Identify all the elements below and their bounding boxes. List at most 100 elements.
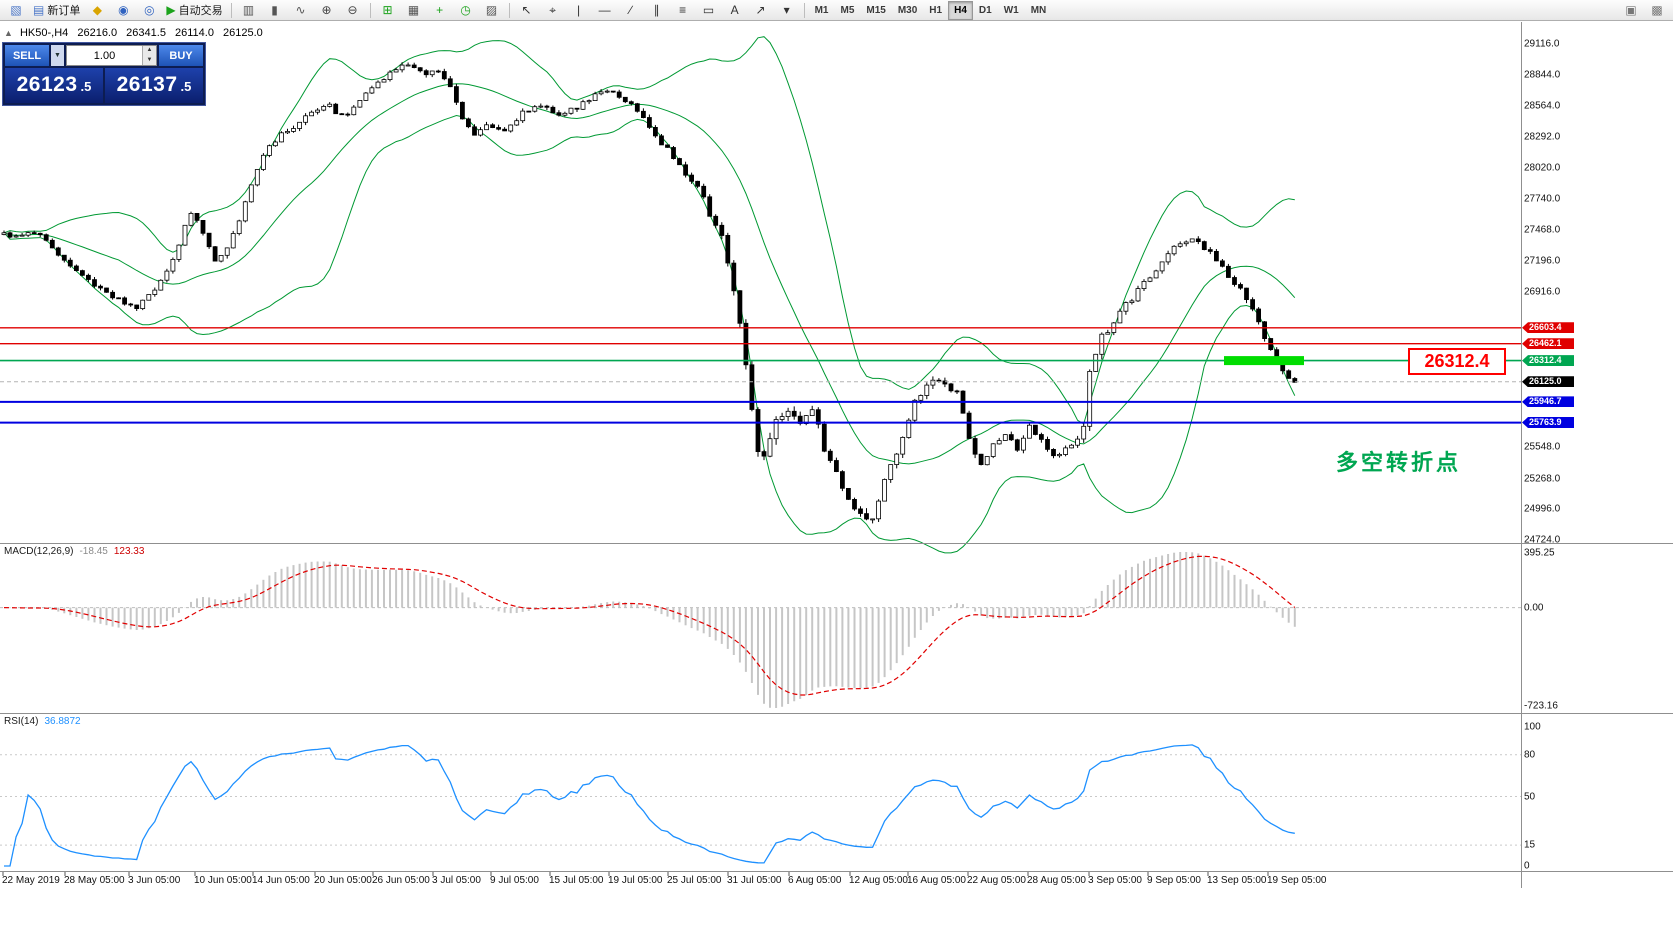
price-axis-tick: 28020.0 [1524, 162, 1561, 174]
candlestick-chart-icon[interactable]: ▮ [263, 0, 287, 20]
price-level-tag: 26462.1 [1522, 338, 1574, 350]
timeframe-button-m30[interactable]: M30 [897, 4, 918, 16]
volume-control: 1.00 ▲ ▼ [66, 45, 157, 66]
horizontal-line-icon[interactable]: — [593, 0, 617, 20]
sell-button[interactable]: SELL [5, 45, 49, 66]
zoom-in-icon[interactable]: ⊕ [315, 0, 339, 20]
more-tools-icon: ▾ [783, 3, 790, 17]
trendline-icon: ∕ [629, 3, 632, 17]
fibonacci-icon[interactable]: ≡ [671, 0, 695, 20]
time-axis-label: 3 Jul 05:00 [432, 875, 481, 886]
horizontal-line-icon: — [598, 3, 611, 17]
periods-icon: ◷ [460, 3, 471, 17]
ohlc-low: 26114.0 [175, 27, 214, 39]
rsi-label: RSI(14) 36.8872 [4, 716, 81, 727]
price-level-tag: 25946.7 [1522, 396, 1574, 408]
shapes-icon[interactable]: ▭ [697, 0, 721, 20]
cursor-icon: ↖ [521, 3, 532, 17]
crosshair-icon: ⌖ [549, 2, 556, 17]
more-tools-icon[interactable]: ▾ [775, 0, 799, 20]
volume-dropdown-icon[interactable]: ▼ [51, 45, 64, 66]
zoom-out-icon: ⊖ [347, 3, 358, 17]
trendline-icon[interactable]: ∕ [619, 0, 643, 20]
price-axis-tick: 29116.0 [1524, 38, 1560, 50]
chart-profile-icon[interactable]: ▩ [1645, 0, 1669, 20]
chart-window-icon[interactable]: ◆ [85, 0, 109, 20]
price-axis-tick: 24996.0 [1524, 503, 1561, 515]
bar-chart-icon[interactable]: ▥ [237, 0, 261, 20]
timeframe-button-m15[interactable]: M15 [866, 4, 886, 16]
auto-arrange-icon[interactable]: ▦ [402, 0, 426, 20]
price-level-tag: 25763.9 [1522, 417, 1574, 429]
new-chart-icon[interactable]: ▧ [4, 0, 28, 20]
time-axis-label: 19 Sep 05:00 [1267, 875, 1327, 886]
auto-trading-button: ▶ [166, 3, 176, 17]
symbol-info: ▲ HK50-,H4 26216.0 26341.5 26114.0 26125… [4, 27, 269, 39]
tile-windows-icon[interactable]: ⊞ [376, 0, 400, 20]
zoom-out-icon[interactable]: ⊖ [341, 0, 365, 20]
channel-icon[interactable]: ∥ [645, 0, 669, 20]
auto-trading-button-label: 自动交易 [178, 5, 223, 17]
periods-icon[interactable]: ◷ [454, 0, 478, 20]
time-axis-label: 25 Jul 05:00 [667, 875, 722, 886]
data-window-icon[interactable]: ◎ [137, 0, 161, 20]
price-level-tag: 26603.4 [1522, 322, 1574, 334]
volume-step-down-icon[interactable]: ▼ [143, 55, 156, 65]
arrow-objects-icon: ↗ [755, 3, 766, 17]
timeframe-button-h1[interactable]: H1 [929, 4, 943, 16]
chart-shift-icon[interactable]: ▣ [1619, 0, 1643, 20]
macd-axis-max: 395.25 [1524, 547, 1555, 559]
zoom-in-icon: ⊕ [321, 3, 332, 17]
sell-price-display[interactable]: 26123 .5 [5, 68, 103, 103]
market-watch-icon[interactable]: ◉ [111, 0, 135, 20]
line-chart-icon[interactable]: ∿ [289, 0, 313, 20]
timeframe-button-w1[interactable]: W1 [1003, 4, 1019, 16]
rsi-axis-tick: 15 [1524, 839, 1536, 851]
candlestick-chart-icon: ▮ [271, 3, 278, 17]
macd-axis-min: -723.16 [1524, 700, 1558, 712]
bar-chart-icon: ▥ [242, 3, 255, 17]
volume-input[interactable]: 1.00 [93, 49, 116, 62]
new-order-button[interactable]: ▤ 新订单 [30, 0, 83, 20]
price-axis-tick: 26916.0 [1524, 286, 1561, 298]
rsi-axis-tick: 50 [1524, 791, 1536, 802]
timeframe-button-h4[interactable]: H4 [948, 0, 973, 20]
auto-trading-button[interactable]: ▶ 自动交易 [163, 0, 225, 20]
timeframe-button-d1[interactable]: D1 [978, 4, 992, 16]
time-axis-label: 13 Sep 05:00 [1207, 875, 1267, 886]
timeframe-button-mn[interactable]: MN [1030, 4, 1047, 16]
timeframe-button-m1[interactable]: M1 [814, 4, 829, 16]
ohlc-open: 26216.0 [77, 27, 118, 39]
toolbar-right-group: ▣ ▩ [1618, 0, 1670, 20]
buy-price-display[interactable]: 26137 .5 [105, 68, 203, 103]
buy-button[interactable]: BUY [159, 45, 203, 66]
price-axis-tick: 27196.0 [1524, 255, 1561, 267]
price-level-tag: 26125.0 [1522, 376, 1574, 388]
price-axis-tick: 28292.0 [1524, 131, 1561, 143]
crosshair-icon[interactable]: ⌖ [541, 0, 565, 20]
vertical-line-icon[interactable]: | [567, 0, 591, 20]
fibonacci-icon: ≡ [679, 3, 687, 17]
time-axis-label: 12 Aug 05:00 [849, 875, 908, 886]
time-axis-label: 22 May 2019 [2, 875, 60, 886]
indicators-icon[interactable]: + [428, 0, 452, 20]
arrow-objects-icon[interactable]: ↗ [749, 0, 773, 20]
time-axis-label: 28 May 05:00 [64, 875, 125, 886]
shapes-icon: ▭ [702, 3, 715, 17]
sell-price-dec: .5 [80, 79, 92, 94]
time-axis-label: 28 Aug 05:00 [1027, 875, 1086, 886]
rsi-axis-tick: 80 [1524, 749, 1536, 761]
text-icon[interactable]: A [723, 0, 747, 20]
new-order-button: ▤ [33, 3, 45, 17]
macd-name: MACD(12,26,9) [4, 546, 74, 557]
one-click-collapse-icon[interactable]: ▲ [4, 28, 13, 38]
templates-icon[interactable]: ▨ [480, 0, 504, 20]
time-axis-label: 9 Jul 05:00 [490, 875, 539, 886]
timeframe-button-m5[interactable]: M5 [840, 4, 855, 16]
cursor-icon[interactable]: ↖ [515, 0, 539, 20]
macd-axis-zero: 0.00 [1524, 602, 1544, 614]
volume-step-up-icon[interactable]: ▲ [143, 46, 156, 56]
time-axis-label: 31 Jul 05:00 [727, 875, 782, 886]
